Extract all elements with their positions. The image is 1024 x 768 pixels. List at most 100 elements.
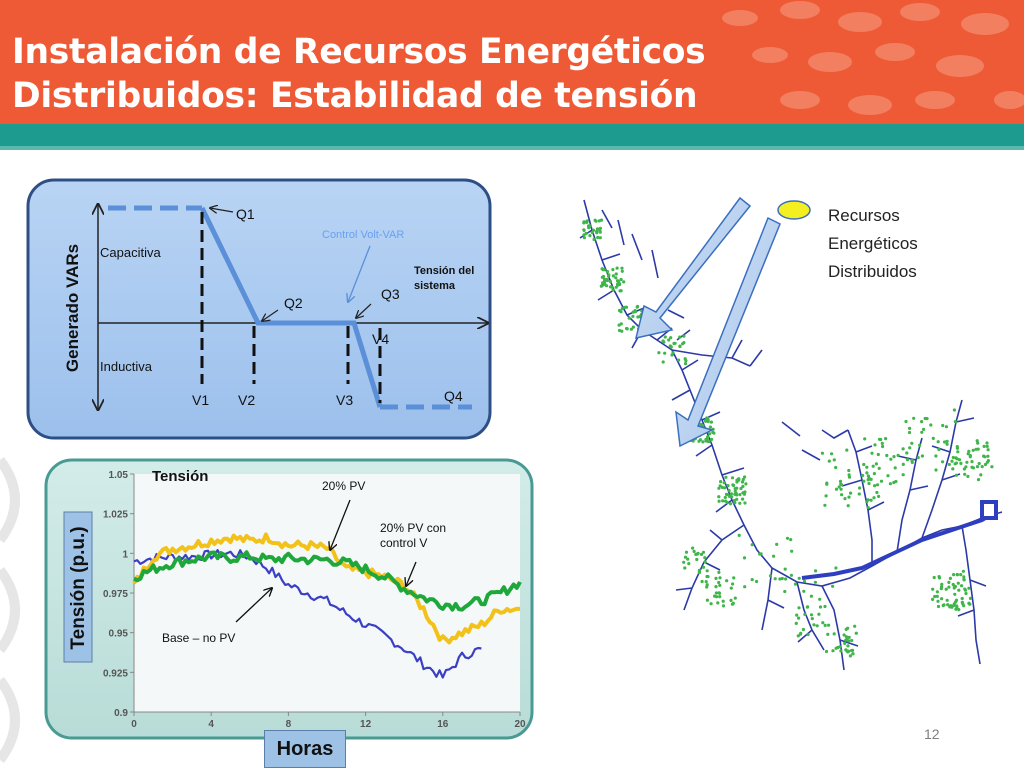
generation-dot xyxy=(826,632,830,636)
generation-dot xyxy=(980,465,984,469)
generation-dot xyxy=(976,441,980,445)
generation-dot xyxy=(967,601,971,605)
generation-dot xyxy=(717,580,721,585)
generation-dot xyxy=(943,440,947,444)
generation-dot xyxy=(843,497,847,501)
generation-dot xyxy=(834,487,839,491)
generation-dot xyxy=(888,482,892,486)
y-label-box xyxy=(63,511,93,663)
volt-var-curve xyxy=(199,206,383,408)
generation-dot xyxy=(620,307,624,311)
generation-dot xyxy=(598,230,602,234)
generation-dot xyxy=(663,351,667,355)
generation-dot xyxy=(795,613,799,617)
generation-dot xyxy=(879,479,884,483)
generation-dot xyxy=(803,612,807,616)
generation-dot xyxy=(802,579,807,583)
generation-dot xyxy=(669,336,673,340)
x-tick-label: 4 xyxy=(208,719,214,730)
generation-dot xyxy=(706,435,710,439)
generation-dot xyxy=(946,603,950,607)
generation-dot xyxy=(721,599,725,603)
generation-dot xyxy=(861,473,865,478)
generation-dot xyxy=(708,425,712,429)
generation-dot xyxy=(922,427,926,431)
generation-dot xyxy=(678,344,682,348)
generation-dot xyxy=(768,574,773,578)
generation-dot xyxy=(591,228,596,232)
generation-dot xyxy=(616,279,621,283)
generation-dot xyxy=(631,325,635,329)
generation-dot xyxy=(683,362,688,366)
generation-dot xyxy=(704,580,708,584)
generation-dot xyxy=(806,605,810,609)
generation-dot xyxy=(824,494,828,498)
generation-dot xyxy=(986,448,990,452)
generation-dot xyxy=(824,649,829,654)
generation-dot xyxy=(678,335,682,339)
generation-dot xyxy=(934,454,938,458)
generation-dot xyxy=(965,460,969,464)
generation-dot xyxy=(892,480,896,485)
generation-dot xyxy=(582,228,586,232)
generation-dot xyxy=(809,594,813,598)
generation-dot xyxy=(738,493,742,497)
v4-label: V4 xyxy=(372,331,389,347)
series-line-3 xyxy=(133,550,522,612)
chart-x-label: Horas xyxy=(276,738,334,760)
generation-dot xyxy=(955,573,959,577)
generation-dot xyxy=(726,484,730,488)
generation-dot xyxy=(892,455,896,459)
x-tick-label: 0 xyxy=(131,719,137,730)
generation-dot xyxy=(929,423,933,427)
generation-dot xyxy=(956,581,960,585)
generation-dot xyxy=(953,584,957,589)
system-voltage-label: Tensión del sistema xyxy=(414,265,477,292)
generation-dot xyxy=(955,446,959,450)
generation-dot xyxy=(817,612,821,616)
generation-dot xyxy=(901,462,905,466)
generation-dot xyxy=(743,490,747,494)
generation-dot xyxy=(923,416,927,421)
generation-dot xyxy=(796,634,800,638)
annotation-base: Base – no PV xyxy=(162,631,235,645)
generation-dot xyxy=(945,598,949,602)
generation-dot xyxy=(737,533,741,537)
generation-dot xyxy=(827,623,831,627)
generation-dot xyxy=(723,495,727,500)
generation-dot xyxy=(667,338,671,342)
generation-dot xyxy=(733,487,737,491)
generation-dot xyxy=(954,473,958,477)
generation-dot xyxy=(727,488,731,493)
generation-dot xyxy=(908,426,912,430)
generation-dot xyxy=(954,461,958,465)
generation-dot xyxy=(818,605,823,609)
generation-dot xyxy=(849,491,853,495)
generation-dot xyxy=(866,506,870,510)
generation-dot xyxy=(845,448,849,452)
generation-dot xyxy=(717,591,721,595)
generation-dot xyxy=(844,635,848,639)
capacitive-label: Capacitiva xyxy=(100,245,161,260)
generation-dot xyxy=(806,633,810,637)
q4-label: Q4 xyxy=(444,388,463,404)
generation-dot xyxy=(592,237,596,242)
generation-dot xyxy=(983,455,987,459)
generation-dot xyxy=(687,562,691,566)
generation-dot xyxy=(820,451,824,455)
x-tick-label: 12 xyxy=(360,719,372,730)
generation-dot xyxy=(957,588,961,592)
generation-dot xyxy=(696,551,700,555)
x-tick-label: 16 xyxy=(437,719,449,730)
generation-dot xyxy=(877,494,881,498)
generation-dot xyxy=(869,477,873,481)
q2-label: Q2 xyxy=(284,295,303,311)
generation-dot xyxy=(718,583,722,587)
generation-dot xyxy=(611,274,615,278)
generation-dot xyxy=(603,281,607,285)
generation-dot xyxy=(725,579,729,583)
generation-dot xyxy=(815,624,819,628)
generation-dot xyxy=(823,623,827,627)
generation-dot xyxy=(970,465,974,469)
generation-dot xyxy=(901,473,905,477)
